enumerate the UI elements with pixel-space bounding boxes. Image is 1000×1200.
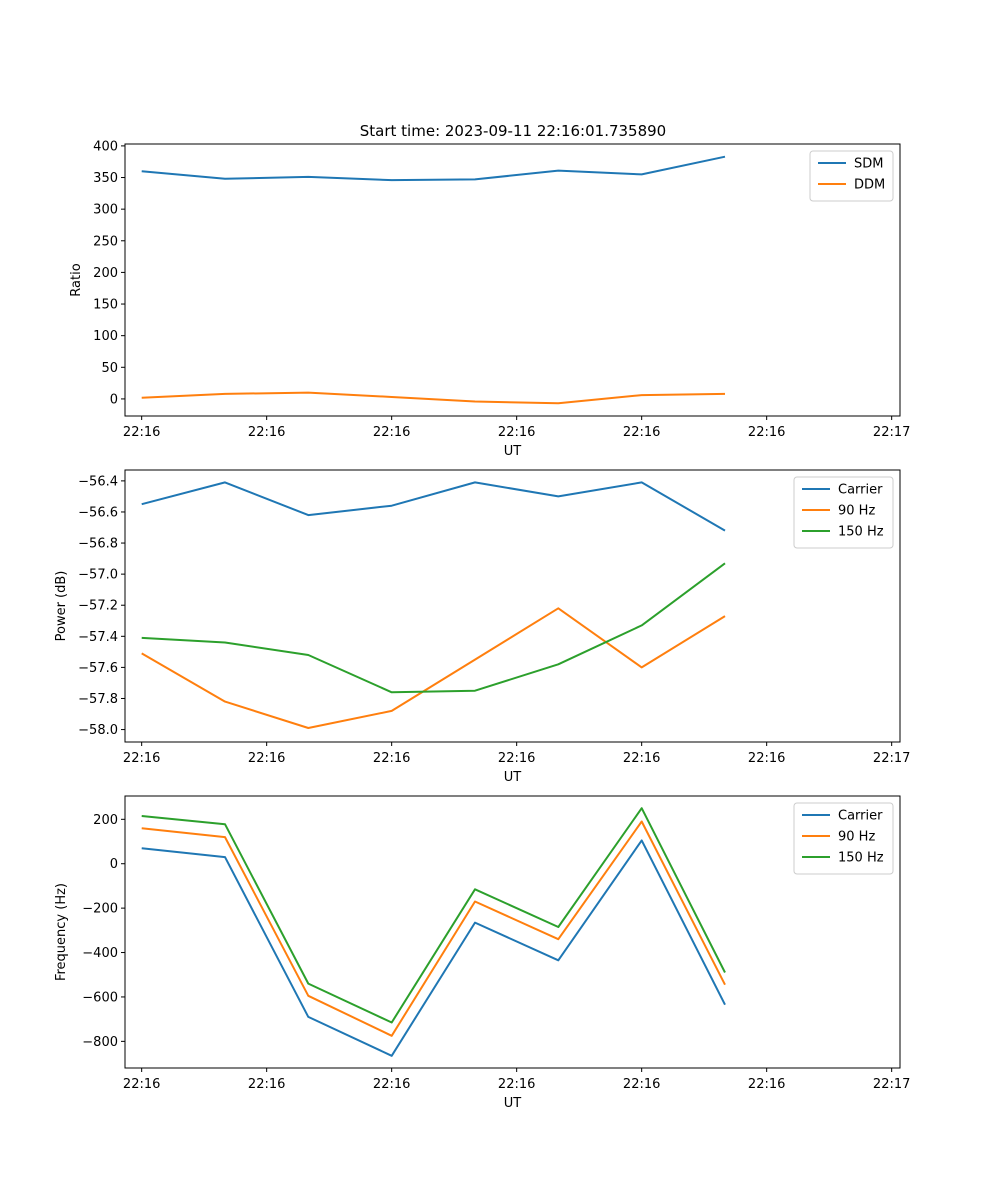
legend-label: Carrier: [838, 809, 883, 824]
x-tick-label: 22:16: [248, 751, 285, 766]
y-tick-label: −57.2: [78, 599, 118, 614]
axes-frame: [124, 795, 901, 1069]
x-tick-label: 22:16: [498, 1077, 535, 1092]
figure-title: Start time: 2023-09-11 22:16:01.735890: [360, 122, 666, 140]
x-tick-label: 22:17: [873, 425, 910, 440]
x-tick-label: 22:16: [623, 1077, 660, 1092]
legend-label: Carrier: [838, 483, 883, 498]
x-tick-label: 22:16: [248, 1077, 285, 1092]
x-tick-label: 22:16: [373, 1077, 410, 1092]
series-line-90-hz: [141, 607, 726, 729]
subplot-power: 22:16 22:16 22:16 22:16 22:16 22:16 22:17 −58.0…: [54, 469, 910, 785]
x-axis-label: UT: [504, 444, 522, 459]
x-axis-label: UT: [504, 1096, 522, 1111]
y-tick-label: −57.0: [78, 568, 118, 583]
axes-frame: [124, 469, 901, 743]
y-tick-label: 250: [93, 234, 118, 249]
x-tick-label: 22:17: [873, 751, 910, 766]
x-tick-label: 22:16: [248, 425, 285, 440]
x-tick-label: 22:16: [123, 1077, 160, 1092]
y-tick-label: 0: [110, 857, 118, 872]
y-tick-label: 200: [93, 266, 118, 281]
y-tick-label: −200: [82, 902, 118, 917]
series-line-sdm: [141, 155, 726, 182]
x-axis-label: UT: [504, 770, 522, 785]
y-axis-label: Ratio: [69, 263, 84, 296]
x-tick-label: 22:17: [873, 1077, 910, 1092]
legend-label: DDM: [854, 178, 885, 193]
y-tick-label: −56.8: [78, 537, 118, 552]
y-tick-label: −56.4: [78, 474, 118, 489]
y-tick-label: 0: [110, 392, 118, 407]
x-tick-label: 22:16: [623, 425, 660, 440]
series-line-150-hz: [141, 807, 726, 1024]
y-tick-label: 200: [93, 813, 118, 828]
y-axis-label: Frequency (Hz): [54, 883, 69, 981]
y-tick-label: 100: [93, 329, 118, 344]
series-line-carrier: [141, 839, 726, 1057]
y-tick-label: −800: [82, 1035, 118, 1050]
x-tick-label: 22:16: [748, 425, 785, 440]
x-tick-label: 22:16: [373, 425, 410, 440]
y-tick-label: −56.6: [78, 505, 118, 520]
legend-label: 90 Hz: [838, 830, 875, 845]
x-tick-label: 22:16: [498, 425, 535, 440]
y-tick-label: 350: [93, 171, 118, 186]
x-tick-label: 22:16: [623, 751, 660, 766]
y-tick-label: −58.0: [78, 723, 118, 738]
axes-frame: [124, 143, 901, 417]
legend-label: 150 Hz: [838, 525, 884, 540]
series-line-ddm: [141, 391, 726, 405]
y-axis-label: Power (dB): [54, 571, 69, 642]
x-tick-label: 22:16: [123, 751, 160, 766]
y-tick-label: 150: [93, 298, 118, 313]
x-tick-label: 22:16: [748, 751, 785, 766]
series-line-carrier: [141, 481, 726, 532]
x-tick-label: 22:16: [123, 425, 160, 440]
series-line-150-hz: [141, 562, 726, 694]
legend-label: 150 Hz: [838, 851, 884, 866]
legend-label: SDM: [854, 157, 883, 172]
y-tick-label: −600: [82, 990, 118, 1005]
y-tick-label: −400: [82, 946, 118, 961]
y-tick-label: 400: [93, 139, 118, 154]
y-tick-label: −57.6: [78, 661, 118, 676]
series-line-90-hz: [141, 820, 726, 1037]
subplot-frequency: 22:16 22:16 22:16 22:16 22:16 22:16 22:17 −800 −…: [54, 795, 910, 1111]
y-tick-label: −57.4: [78, 630, 118, 645]
y-tick-label: 300: [93, 203, 118, 218]
legend-label: 90 Hz: [838, 504, 875, 519]
y-tick-label: −57.8: [78, 692, 118, 707]
x-tick-label: 22:16: [498, 751, 535, 766]
subplot-ratio: 22:16 22:16 22:16 22:16 22:16 22:16 22:17 0 50 10…: [69, 139, 910, 459]
x-tick-label: 22:16: [373, 751, 410, 766]
y-tick-label: 50: [101, 361, 118, 376]
x-tick-label: 22:16: [748, 1077, 785, 1092]
